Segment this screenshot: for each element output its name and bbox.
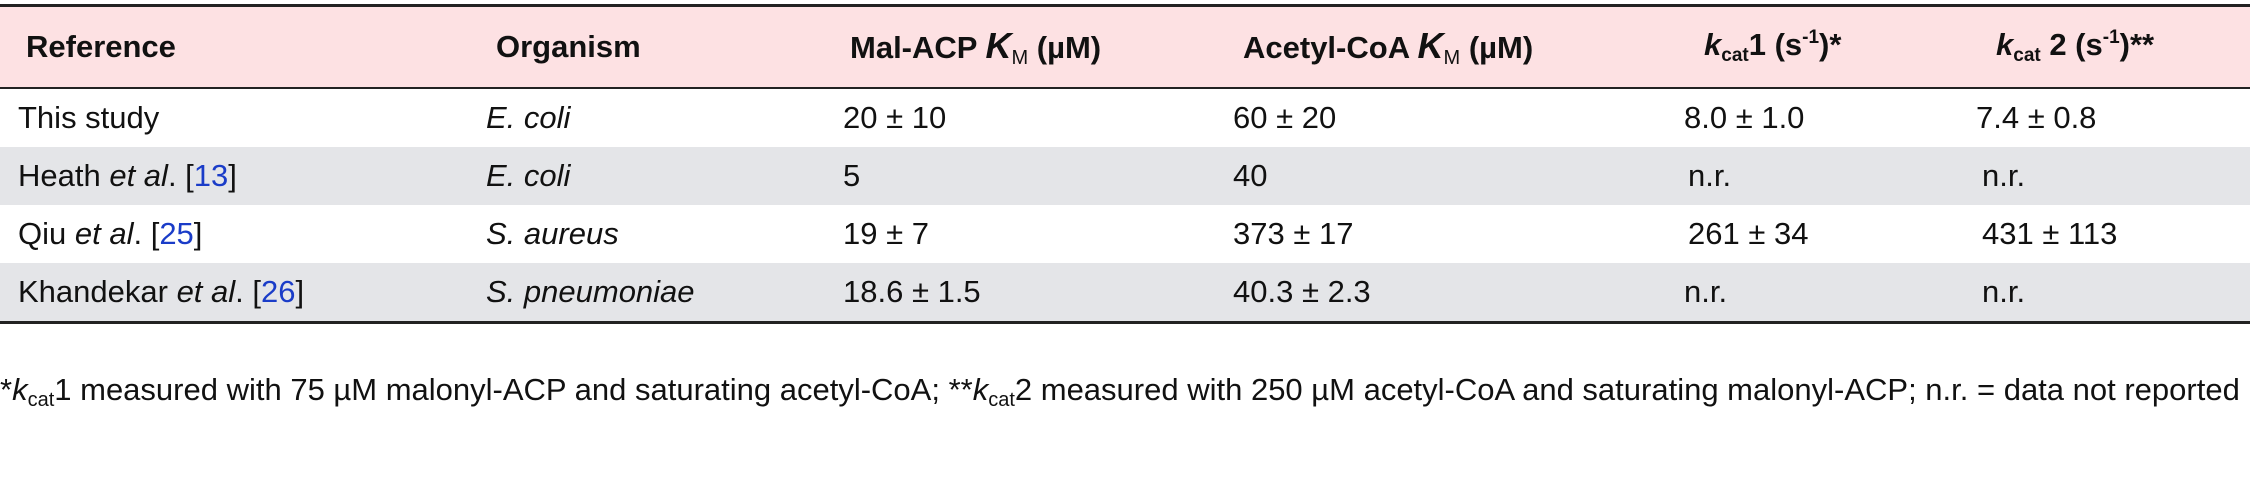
cell-kcat1: 8.0 ± 1.0 [1684,100,1805,135]
header-kcat1-k: k [1704,27,1722,62]
cell-kcat2: n.r. [1982,158,2026,193]
reference-close: ] [228,158,237,193]
header-reference: Reference [26,29,176,64]
cell-malacp-km: 20 ± 10 [843,100,947,135]
cell-acetyl-km: 40.3 ± 2.3 [1233,274,1371,309]
citation-link-13[interactable]: 13 [193,158,229,193]
header-kcat1-tail: )* [1819,27,1842,62]
citation-link-25[interactable]: 25 [159,216,194,251]
header-acetyl-k: K [1417,24,1444,66]
table-footnote: *kcat1 measured with 75 µM malonyl-ACP a… [0,366,2250,424]
table-row: This study E. coli 20 ± 10 60 ± 20 8.0 ±… [0,88,2250,147]
header-acetyl-km: Acetyl-CoA KM (µM) [1227,6,1668,89]
cell-kcat2: 7.4 ± 0.8 [1976,100,2097,135]
footnote-k1: k [12,372,28,407]
cell-malacp-km: 19 ± 7 [843,216,929,251]
reference-close: ] [295,274,305,309]
reference-open: . [ [235,274,262,309]
reference-open: . [ [167,158,194,193]
cell-acetyl-km: 40 [1233,158,1268,193]
cell-acetyl-km: 60 ± 20 [1233,100,1337,135]
header-kcat1-sup: -1 [1802,27,1820,48]
footnote-k2: k [972,372,989,407]
citation-link-26[interactable]: 26 [261,274,296,309]
header-kcat2-tail: )** [2119,27,2155,62]
header-acetyl-sub: M [1443,46,1461,69]
reference-text: This study [18,100,160,135]
footnote-star: * [0,372,13,407]
reference-author: Heath [18,158,110,193]
table-row: Qiu et al. [25] S. aureus 19 ± 7 373 ± 1… [0,205,2250,263]
header-malacp-km: Mal-ACP KM (µM) [835,6,1227,89]
header-kcat1-main: 1 (s [1748,27,1803,62]
table-body: This study E. coli 20 ± 10 60 ± 20 8.0 ±… [0,88,2250,323]
cell-organism: S. pneumoniae [486,274,695,309]
header-kcat2-k: k [1996,27,2014,62]
header-kcat2-sub: cat [2013,45,2041,66]
reference-etal: et al [109,158,168,193]
cell-organism: S. aureus [486,216,619,251]
header-kcat2: kcat 2 (s-1)** [1948,6,2250,89]
reference-open: . [ [133,216,160,251]
cell-kcat1: n.r. [1688,158,1732,193]
header-kcat1: kcat1 (s-1)* [1668,6,1948,89]
footnote-part2: 2 measured with 250 µM acetyl-CoA and sa… [1014,372,2240,407]
header-malacp-k: K [985,24,1012,66]
cell-kcat2: 431 ± 113 [1982,216,2118,251]
header-kcat2-main: 2 (s [2040,27,2103,62]
cell-reference: Qiu et al. [25] [0,205,478,263]
cell-kcat2: n.r. [1982,274,2026,309]
table-row: Khandekar et al. [26] S. pneumoniae 18.6… [0,263,2250,323]
header-acetyl-prefix: Acetyl-CoA [1243,29,1418,65]
header-row: Reference Organism Mal-ACP KM (µM) Acety… [0,5,2250,89]
header-malacp-unit: (µM) [1028,29,1102,65]
cell-acetyl-km: 373 ± 17 [1233,216,1354,251]
cell-organism: E. coli [486,158,571,193]
header-malacp-sub: M [1011,46,1029,69]
header-kcat1-sub: cat [1721,45,1749,66]
kinetics-table-container: Reference Organism Mal-ACP KM (µM) Acety… [0,4,2250,324]
cell-malacp-km: 18.6 ± 1.5 [843,274,981,309]
cell-kcat1: 261 ± 34 [1688,216,1809,251]
reference-close: ] [193,216,203,251]
cell-reference: Heath et al. [13] [0,147,478,205]
kinetics-table: Reference Organism Mal-ACP KM (µM) Acety… [0,4,2250,324]
reference-author: Qiu [18,216,75,251]
header-kcat2-sup: -1 [2102,27,2120,48]
cell-kcat1: n.r. [1684,274,1728,309]
header-acetyl-unit: (µM) [1460,29,1534,65]
cell-reference: Khandekar et al. [26] [0,263,478,323]
table-row: Heath et al. [13] E. coli 5 40 n.r. n.r. [0,147,2250,205]
reference-etal: et al [176,274,236,309]
footnote-k2-sub: cat [988,389,1015,411]
footnote-k1-sub: cat [27,389,55,411]
header-organism: Organism [496,29,641,64]
cell-organism: E. coli [486,100,571,135]
header-malacp-prefix: Mal-ACP [850,29,986,65]
table-header: Reference Organism Mal-ACP KM (µM) Acety… [0,5,2250,89]
footnote-part1: 1 measured with 75 µM malonyl-ACP and sa… [54,372,973,407]
reference-etal: et al [74,216,134,251]
reference-author: Khandekar [18,274,177,309]
cell-reference: This study [0,88,478,147]
cell-malacp-km: 5 [843,158,861,193]
